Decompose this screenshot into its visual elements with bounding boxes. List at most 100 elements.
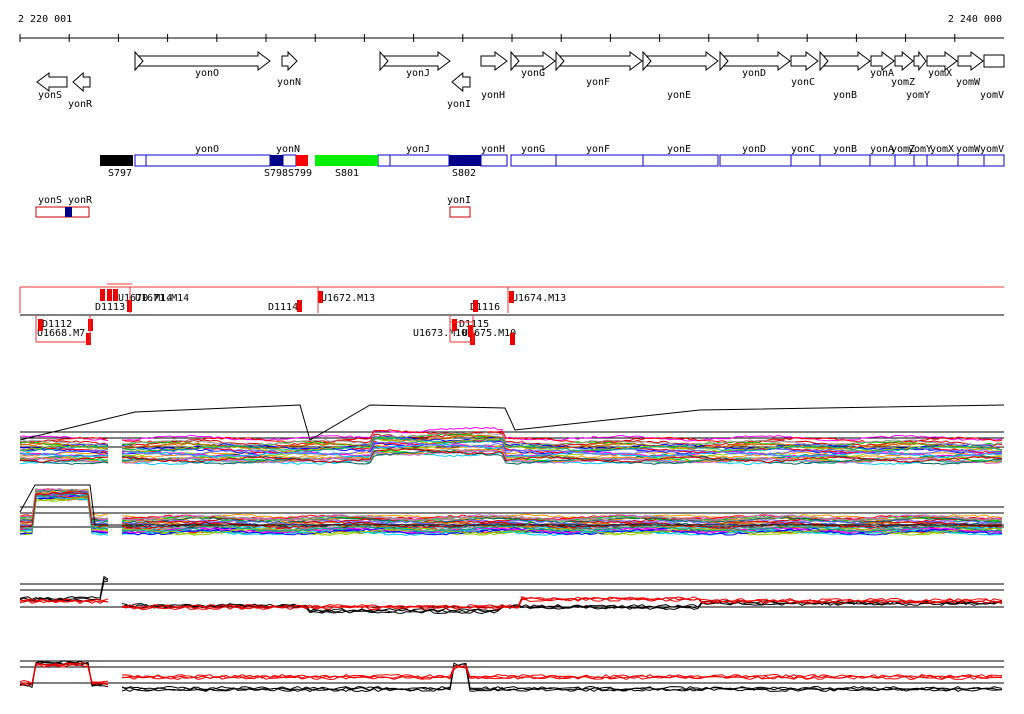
segment: [270, 155, 283, 166]
segment-gene-label: yonG: [521, 144, 545, 155]
signal-trace: [19, 439, 109, 446]
segment-box: [894, 154, 915, 167]
segment-box: [819, 154, 871, 167]
signal-trace: [121, 514, 1003, 522]
track-marker: [510, 333, 515, 345]
segment-gene-label: yonB: [833, 144, 857, 155]
segment-box: [555, 154, 644, 167]
signal-trace: [19, 456, 109, 463]
gene-arrow-tail: [819, 50, 829, 72]
signal-trace: [121, 449, 1003, 465]
segment-label: S798: [264, 168, 288, 179]
gene-arrow: [480, 51, 508, 71]
segment-gene-label: yonN: [276, 144, 300, 155]
gene-arrow: [983, 54, 1005, 68]
track-label: U1670.M14: [118, 293, 172, 304]
segment-label: S801: [335, 168, 359, 179]
segment-box: [719, 154, 792, 167]
segment-gene-label: yonE: [667, 144, 691, 155]
gene-label: yomZ: [891, 77, 915, 88]
gene-arrow-tail: [510, 50, 520, 72]
gene-label: yonF: [586, 77, 610, 88]
gene-arrow: [379, 51, 451, 71]
signal-trace: [122, 513, 1003, 521]
gene-arrow: [281, 50, 298, 72]
track-marker: [113, 289, 118, 301]
gene-arrow: [72, 71, 91, 93]
segment-label: S797: [108, 168, 132, 179]
signal-trace: [19, 445, 109, 452]
track-marker: [509, 291, 514, 303]
gene-label: yomW: [956, 77, 981, 88]
signal-trace: [121, 525, 1003, 533]
segment-box: [35, 206, 90, 218]
segment-box: [869, 154, 896, 167]
track-label: U1673.M10: [413, 328, 467, 339]
segment-gene-label: yonO: [195, 144, 219, 155]
segment-box: [642, 154, 719, 167]
track-marker: [86, 333, 91, 345]
gene-label: yonO: [195, 68, 219, 79]
segment-box: [389, 154, 450, 167]
gene-label: yonJ: [406, 68, 430, 79]
track-marker: [468, 325, 473, 337]
track-marker: [318, 291, 323, 303]
gene-arrow-tail: [379, 50, 389, 72]
gene-arrow: [719, 51, 791, 71]
gene-arrow: [926, 51, 958, 71]
gene-arrow: [957, 51, 984, 71]
gene-label: yonH: [481, 90, 505, 101]
track-label: U1674.M13: [512, 293, 566, 304]
segment-gene-label: yonR: [68, 195, 93, 206]
track-label: U1672.M13: [321, 293, 375, 304]
segment-gene-label: yonF: [586, 144, 610, 155]
segment: [315, 155, 378, 166]
segment-gene-label: yonI: [447, 195, 471, 206]
signal-trace: [121, 437, 1003, 452]
segment-box: [913, 154, 928, 167]
signal-trace: [19, 575, 109, 601]
segment-gene-label: yomV: [980, 144, 1004, 155]
gene-arrow-tail: [719, 50, 729, 72]
axis-end-label: 2 240 000: [948, 14, 1002, 25]
segment-box: [510, 154, 557, 167]
signal-trace: [19, 491, 109, 528]
signal-trace: [19, 488, 109, 521]
signal-trace: [19, 664, 109, 686]
gene-arrow-tail: [555, 50, 565, 72]
gene-label: yonI: [447, 99, 471, 110]
gene-label: yonA: [870, 68, 894, 79]
segment-gene-label: yonC: [791, 144, 815, 155]
signal-trace: [19, 484, 1004, 526]
signal-trace: [121, 513, 1003, 521]
signal-trace: [121, 666, 1003, 681]
segment-box: [449, 206, 471, 218]
signal-trace: [19, 445, 109, 451]
gene-label: yonN: [277, 77, 301, 88]
gene-arrow: [451, 71, 471, 93]
signal-trace: [19, 458, 109, 465]
gene-arrow: [555, 51, 643, 71]
segment: [100, 155, 133, 166]
gene-arrow: [510, 51, 556, 71]
segment: [449, 155, 481, 166]
track-label: U1671.M14: [135, 293, 189, 304]
signal-trace: [19, 435, 109, 442]
signal-trace: [121, 426, 1003, 442]
track-marker: [107, 289, 112, 301]
gene-arrow: [913, 50, 927, 72]
gene-arrow: [870, 51, 895, 71]
segment-box: [480, 154, 508, 167]
track-label: D1114: [268, 302, 298, 313]
gene-label: yomV: [980, 90, 1004, 101]
gene-arrow: [36, 72, 68, 92]
signal-trace: [121, 598, 1003, 611]
signal-trace: [121, 434, 1003, 450]
signal-trace: [121, 450, 1002, 465]
gene-label: yonS: [38, 90, 62, 101]
gene-label: yomY: [906, 90, 930, 101]
signal-trace: [121, 662, 1003, 691]
signal-trace: [19, 404, 1005, 441]
signal-trace: [19, 456, 109, 463]
gene-label: yonB: [833, 90, 857, 101]
